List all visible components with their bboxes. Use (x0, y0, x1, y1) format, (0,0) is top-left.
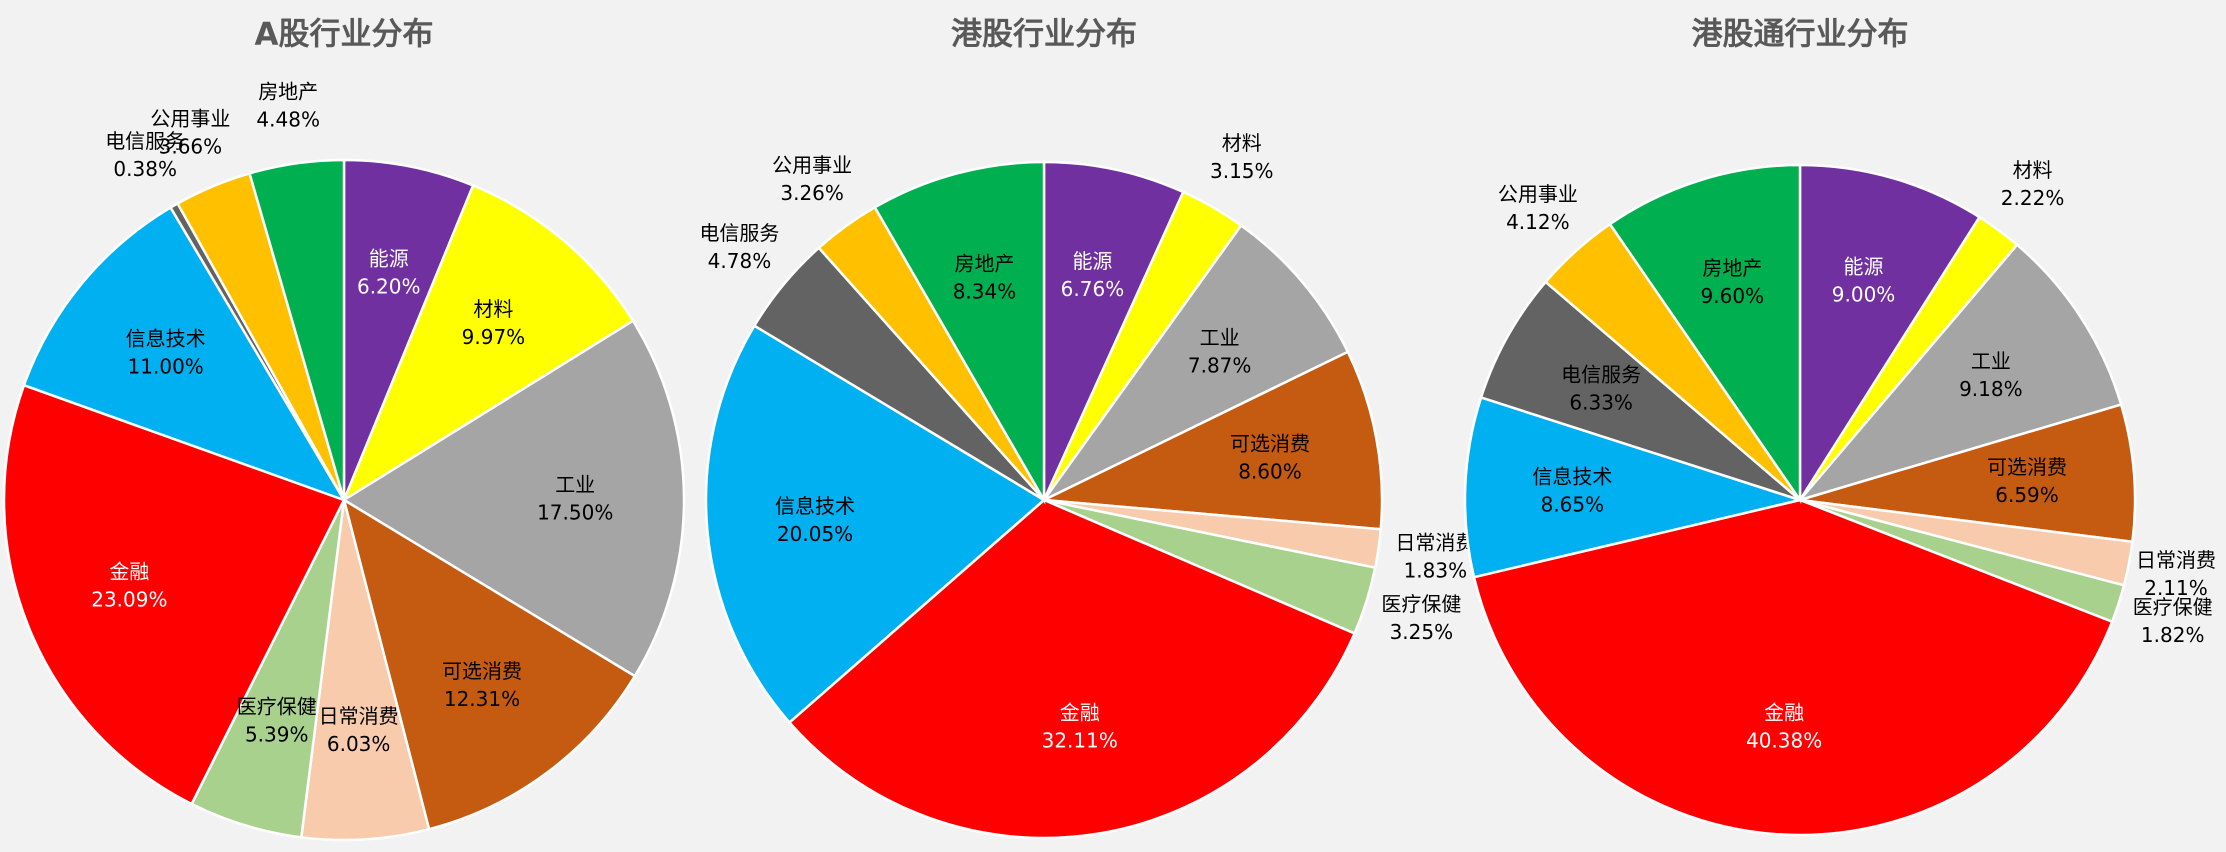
slice-label: 医疗保健 (2133, 595, 2213, 619)
slice-label: 电信服务 (105, 129, 185, 153)
slice-value-label: 3.25% (1390, 620, 1454, 644)
slice-value-label: 17.50% (537, 500, 613, 524)
slice-value-label: 9.18% (1959, 377, 2023, 401)
slice-label: 电信服务 (1561, 362, 1641, 386)
slice-value-label: 0.38% (113, 157, 177, 181)
pie-slice (1479, 280, 1801, 502)
slice-value-label: 8.34% (953, 280, 1017, 304)
slice-value-label: 1.82% (2141, 623, 2205, 647)
slice-label: 工业 (555, 472, 595, 496)
slice-value-label: 40.38% (1746, 729, 1822, 753)
pie-slice (342, 158, 475, 501)
pie-slice (1608, 163, 1802, 505)
slice-label: 房地产 (258, 80, 318, 104)
slice-value-label: 4.78% (708, 249, 772, 273)
chart-title: 港股行业分布 (951, 17, 1137, 53)
pie-slice (1039, 350, 1384, 531)
slice-label: 公用事业 (150, 107, 230, 131)
slice-value-label: 23.09% (91, 587, 167, 611)
slice-value-label: 9.60% (1701, 284, 1765, 308)
pie-slice (1798, 163, 1982, 505)
pie-slice (341, 319, 686, 678)
slice-label: 公用事业 (772, 153, 852, 177)
slice-value-label: 12.31% (444, 687, 520, 711)
pie-slice (1796, 243, 2123, 503)
slice-value-label: 11.00% (128, 354, 204, 378)
slice-value-label: 9.00% (1832, 283, 1896, 307)
chart-title: 港股通行业分布 (1692, 17, 1909, 53)
slice-label: 日常消费 (319, 704, 399, 728)
slice-label: 可选消费 (442, 659, 522, 683)
slice-value-label: 32.11% (1042, 729, 1118, 753)
slice-label: 工业 (1200, 325, 1240, 349)
slice-value-label: 6.76% (1061, 277, 1125, 301)
slice-label: 信息技术 (775, 494, 855, 518)
slice-label: 材料 (473, 297, 513, 321)
pie-slice (873, 160, 1046, 505)
pie-slice (1799, 402, 2137, 544)
pie-slice (299, 499, 431, 842)
slice-value-label: 6.03% (327, 732, 391, 756)
slice-value-label: 6.59% (1995, 483, 2059, 507)
slice-label: 材料 (1222, 131, 1262, 155)
slice-label: 金融 (109, 559, 149, 583)
pie-slice (704, 324, 1047, 725)
slice-label: 医疗保健 (1381, 592, 1461, 616)
slice-value-label: 6.20% (357, 275, 421, 299)
slice-label: 信息技术 (126, 326, 206, 350)
pie-slice (1463, 395, 1805, 579)
slice-value-label: 4.48% (256, 108, 320, 132)
pie-slice (1042, 160, 1185, 501)
slice-label: 房地产 (1702, 256, 1762, 280)
slice-value-label: 3.66% (159, 135, 223, 159)
slice-label: 工业 (1971, 349, 2011, 373)
slice-value-label: 20.05% (777, 522, 853, 546)
slice-value-label: 5.39% (245, 723, 309, 747)
slice-value-label: 3.15% (1210, 159, 1274, 183)
slice-label: 可选消费 (1230, 432, 1310, 456)
slice-label: 材料 (2013, 158, 2053, 182)
pie-slice (1042, 223, 1350, 502)
chart-title: A股行业分布 (255, 17, 434, 53)
pie-slice (2, 383, 346, 806)
slice-value-label: 2.11% (2144, 576, 2208, 600)
slice-value-label: 1.83% (1404, 558, 1468, 582)
slice-value-label: 8.60% (1238, 460, 1302, 484)
slice-label: 能源 (1844, 255, 1884, 279)
slice-label: 能源 (1072, 249, 1112, 273)
slice-value-label: 9.97% (462, 325, 526, 349)
slice-label: 金融 (1764, 701, 1804, 725)
pie-slice (248, 158, 346, 501)
slice-value-label: 8.65% (1541, 493, 1605, 517)
slice-label: 房地产 (954, 252, 1014, 276)
slice-label: 日常消费 (1395, 530, 1475, 554)
pie-slice (787, 498, 1357, 840)
slice-value-label: 2.22% (2001, 186, 2065, 210)
slice-value-label: 6.33% (1569, 390, 1633, 414)
slice-label: 日常消费 (2136, 548, 2216, 572)
slice-label: 医疗保健 (237, 695, 317, 719)
slice-label: 信息技术 (1532, 465, 1612, 489)
pie-slice (22, 205, 347, 503)
slice-label: 金融 (1060, 701, 1100, 725)
slice-label: 能源 (369, 247, 409, 271)
pie-slice (342, 497, 637, 831)
slice-label: 公用事业 (1498, 182, 1578, 206)
pie-slice (341, 183, 635, 504)
slice-value-label: 7.87% (1188, 353, 1252, 377)
slice-value-label: 3.26% (780, 181, 844, 205)
pie-slice (1472, 498, 2114, 837)
slice-label: 可选消费 (1987, 455, 2067, 479)
slice-value-label: 4.12% (1506, 210, 1570, 234)
slice-label: 电信服务 (699, 221, 779, 245)
